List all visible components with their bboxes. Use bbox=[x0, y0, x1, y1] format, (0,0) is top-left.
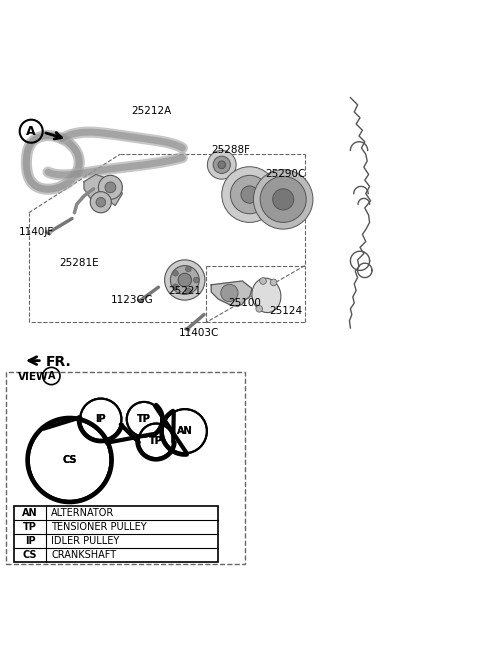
Circle shape bbox=[185, 266, 191, 272]
Circle shape bbox=[221, 284, 238, 302]
Text: TP: TP bbox=[149, 436, 163, 446]
Text: 25290C: 25290C bbox=[265, 169, 306, 179]
Text: 25124: 25124 bbox=[269, 306, 302, 316]
Text: CS: CS bbox=[62, 455, 77, 465]
Text: FR.: FR. bbox=[46, 355, 72, 369]
Circle shape bbox=[241, 186, 258, 203]
Text: 1123GG: 1123GG bbox=[110, 295, 154, 305]
Circle shape bbox=[222, 167, 277, 222]
Bar bbox=[6, 372, 245, 564]
Text: 1140JF: 1140JF bbox=[18, 227, 54, 237]
Circle shape bbox=[218, 161, 226, 169]
Text: 25288F: 25288F bbox=[211, 146, 250, 155]
Circle shape bbox=[90, 192, 111, 213]
Text: ALTERNATOR: ALTERNATOR bbox=[51, 508, 115, 518]
Text: IDLER PULLEY: IDLER PULLEY bbox=[51, 536, 120, 546]
Text: CS: CS bbox=[62, 455, 77, 465]
Text: 25100: 25100 bbox=[228, 298, 261, 308]
Circle shape bbox=[185, 288, 191, 294]
Text: IP: IP bbox=[96, 414, 106, 424]
Text: 11403C: 11403C bbox=[179, 328, 219, 338]
Text: TP: TP bbox=[137, 414, 151, 424]
Text: TP: TP bbox=[137, 414, 151, 424]
Circle shape bbox=[213, 156, 230, 173]
Circle shape bbox=[273, 189, 294, 210]
Circle shape bbox=[173, 270, 179, 276]
Circle shape bbox=[165, 260, 205, 300]
Circle shape bbox=[96, 197, 106, 207]
Circle shape bbox=[105, 182, 116, 193]
Circle shape bbox=[260, 176, 306, 222]
Text: TP: TP bbox=[149, 436, 163, 446]
Bar bbox=[14, 506, 218, 562]
Text: IP: IP bbox=[96, 414, 106, 424]
Circle shape bbox=[193, 277, 199, 283]
Text: A: A bbox=[26, 125, 36, 138]
Text: AN: AN bbox=[177, 426, 192, 436]
Circle shape bbox=[230, 175, 269, 214]
Circle shape bbox=[260, 277, 266, 284]
Circle shape bbox=[173, 284, 179, 290]
Text: CS: CS bbox=[23, 550, 37, 560]
Text: AN: AN bbox=[177, 426, 192, 436]
Text: CRANKSHAFT: CRANKSHAFT bbox=[51, 550, 117, 560]
Circle shape bbox=[270, 279, 277, 286]
Text: 25221: 25221 bbox=[168, 285, 202, 296]
Circle shape bbox=[170, 266, 199, 295]
Text: AN: AN bbox=[22, 508, 38, 518]
Circle shape bbox=[98, 175, 122, 199]
Text: 25212A: 25212A bbox=[131, 106, 171, 116]
Polygon shape bbox=[84, 174, 122, 205]
Circle shape bbox=[256, 306, 263, 312]
Text: TENSIONER PULLEY: TENSIONER PULLEY bbox=[51, 522, 147, 532]
Text: 25281E: 25281E bbox=[60, 258, 99, 268]
Text: IP: IP bbox=[24, 536, 36, 546]
Polygon shape bbox=[211, 281, 252, 306]
Text: VIEW: VIEW bbox=[18, 372, 49, 382]
Circle shape bbox=[178, 274, 192, 287]
Circle shape bbox=[207, 150, 236, 179]
Circle shape bbox=[253, 170, 313, 229]
Text: TP: TP bbox=[23, 522, 37, 532]
Ellipse shape bbox=[252, 278, 281, 312]
Text: A: A bbox=[48, 371, 55, 381]
